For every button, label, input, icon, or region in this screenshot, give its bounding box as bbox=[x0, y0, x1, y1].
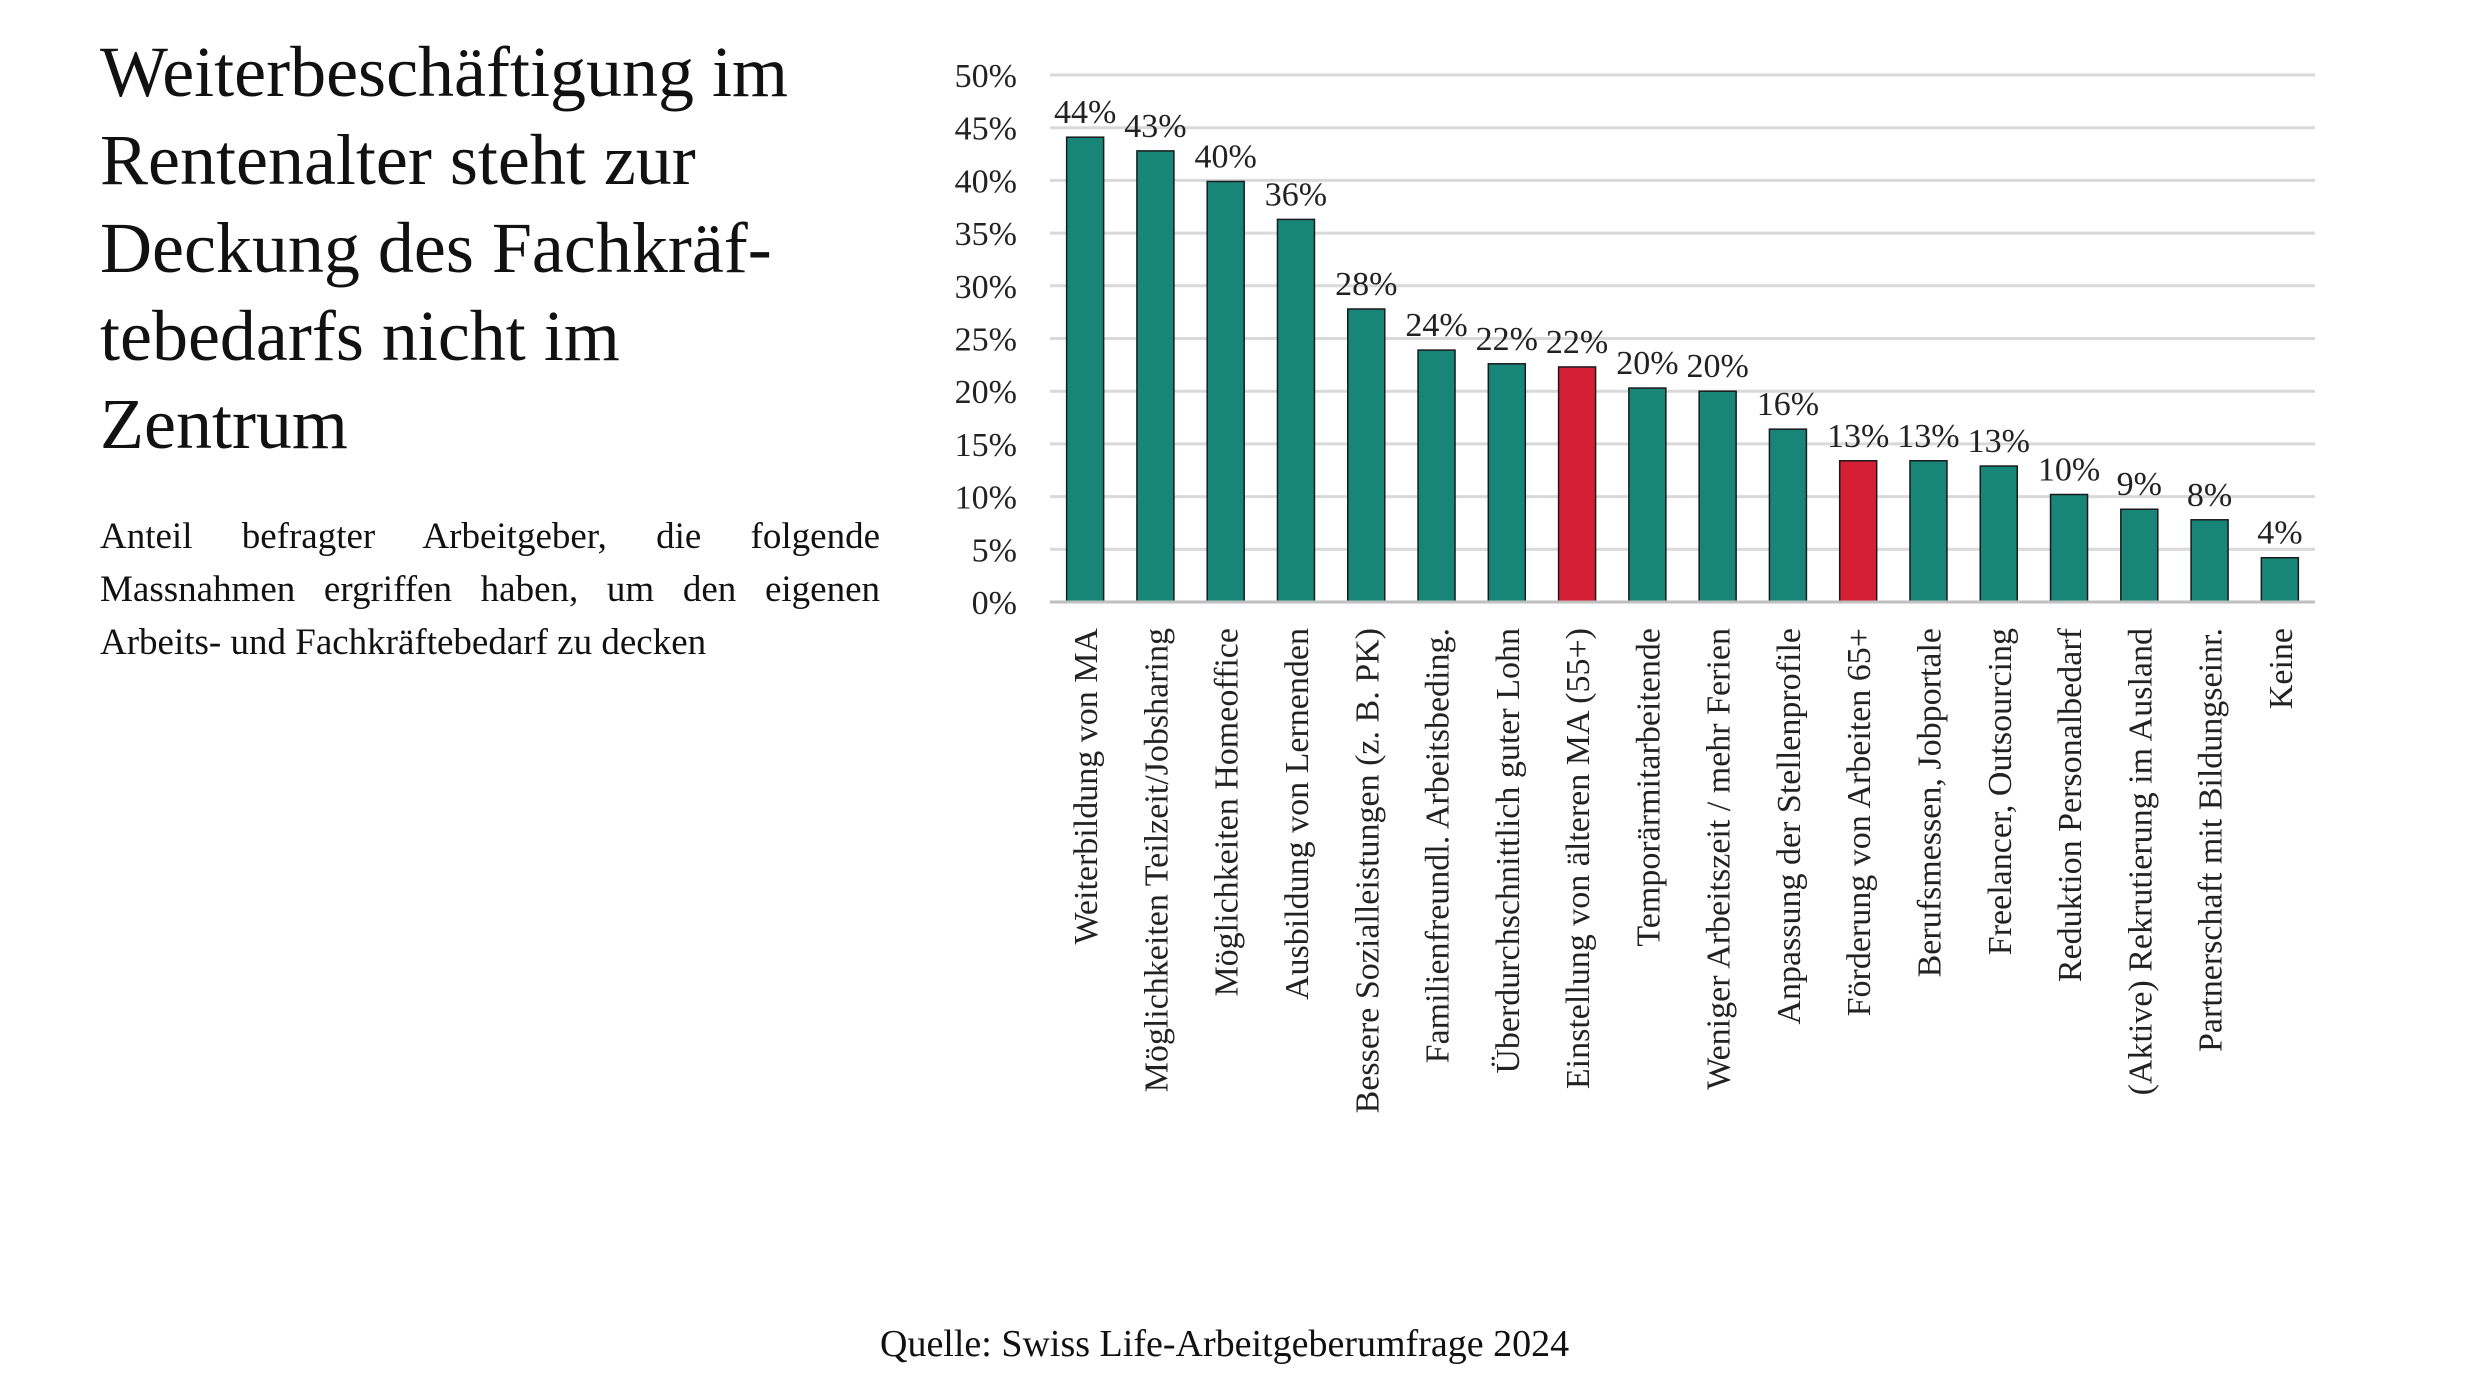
data-label: 22% bbox=[1476, 321, 1538, 358]
y-tick-label: 50% bbox=[955, 58, 1017, 95]
data-label: 8% bbox=[2187, 477, 2232, 514]
y-tick-label: 25% bbox=[955, 322, 1017, 359]
x-tick-label: Temporärmitarbeitende bbox=[1630, 628, 1667, 947]
title-line: Deckung des Fachkräf- bbox=[100, 208, 772, 288]
data-label: 10% bbox=[2038, 451, 2100, 488]
bar bbox=[1979, 465, 2018, 603]
y-tick-label: 20% bbox=[955, 374, 1017, 411]
x-tick-label: Partnerschaft mit Bildungseinr. bbox=[2193, 628, 2230, 1052]
data-label: 13% bbox=[1827, 418, 1889, 455]
data-label: 9% bbox=[2117, 466, 2162, 503]
bar bbox=[1768, 428, 1808, 603]
x-axis-ticks: Weiterbildung von MA Möglichkeiten Teilze… bbox=[1068, 627, 2300, 1113]
bar bbox=[2260, 556, 2300, 603]
title-line: Weiterbeschäftigung im bbox=[100, 32, 788, 112]
source-note: Quelle: Swiss Life-Arbeitgeberumfrage 20… bbox=[880, 1323, 1570, 1365]
x-tick-label: Möglichkeiten Teilzeit/Jobsharing bbox=[1138, 628, 1175, 1092]
x-tick-label: Weniger Arbeitszeit / mehr Ferien bbox=[1701, 628, 1738, 1090]
bar bbox=[1347, 308, 1386, 603]
bar bbox=[1557, 366, 1597, 603]
bar bbox=[1698, 390, 1737, 603]
y-axis-ticks: 0% 5% 10% 15% 20% 25% 30% 35% 40% 45% 50% bbox=[955, 58, 1017, 622]
bar bbox=[1276, 218, 1316, 603]
x-tick-label: Reduktion Personalbedarf bbox=[2052, 627, 2089, 982]
chart-subtitle: Anteil befragter Arbeitgeber, die folgen… bbox=[100, 516, 880, 663]
y-tick-label: 15% bbox=[955, 427, 1017, 464]
bar bbox=[1417, 349, 1456, 603]
y-tick-label: 35% bbox=[955, 216, 1017, 253]
bar bbox=[1206, 180, 1245, 603]
x-tick-label: Förderung von Arbeiten 65+ bbox=[1841, 628, 1878, 1016]
bar bbox=[1838, 460, 1878, 603]
x-tick-label: Weiterbildung von MA bbox=[1068, 628, 1105, 945]
x-tick-label: Freelancer, Outsourcing bbox=[1982, 628, 2019, 955]
data-label: 16% bbox=[1757, 386, 1819, 423]
x-tick-label: Anpassung der Stellenprofile bbox=[1771, 628, 1808, 1025]
x-tick-label: Ausbildung von Lernenden bbox=[1279, 628, 1316, 1000]
bar bbox=[1909, 460, 1948, 603]
x-tick-label: Keine bbox=[2263, 628, 2300, 709]
data-label: 44% bbox=[1054, 94, 1116, 131]
bar bbox=[2049, 493, 2089, 603]
title-line: Zentrum bbox=[100, 384, 348, 464]
bar bbox=[1136, 150, 1175, 603]
x-tick-label: Familienfreundl. Arbeitsbeding. bbox=[1420, 628, 1457, 1063]
y-tick-label: 45% bbox=[955, 111, 1017, 148]
x-tick-label: (Aktive) Rekrutierung im Ausland bbox=[2122, 628, 2159, 1095]
x-tick-label: Einstellung von älteren MA (55+) bbox=[1560, 628, 1597, 1089]
y-tick-label: 10% bbox=[955, 480, 1017, 517]
data-label: 20% bbox=[1616, 345, 1678, 382]
data-label: 22% bbox=[1546, 324, 1608, 361]
data-label: 43% bbox=[1124, 108, 1186, 145]
data-label: 40% bbox=[1195, 138, 1257, 175]
data-labels: 44% 43%40%36%28%24% 22% 22%20% 20%16%13% 13% 1… bbox=[1054, 94, 2303, 552]
data-label: 20% bbox=[1686, 348, 1748, 385]
y-tick-label: 30% bbox=[955, 269, 1017, 306]
data-label: 36% bbox=[1265, 176, 1327, 213]
data-label: 13% bbox=[1968, 423, 2030, 460]
gridlines bbox=[1050, 73, 2315, 551]
y-tick-label: 5% bbox=[972, 532, 1017, 569]
title-line: Rentenalter steht zur bbox=[100, 120, 696, 200]
y-tick-label: 0% bbox=[972, 585, 1017, 622]
bar bbox=[2190, 519, 2229, 603]
bar bbox=[2120, 508, 2159, 603]
bar bbox=[1628, 387, 1667, 603]
data-label: 4% bbox=[2257, 515, 2302, 552]
title-line: tebedarfs nicht im bbox=[100, 296, 620, 376]
data-label: 13% bbox=[1897, 418, 1959, 455]
data-label: 28% bbox=[1335, 266, 1397, 303]
chart-title: Weiterbeschäftigung im Rentenalter steht… bbox=[100, 28, 900, 468]
y-tick-label: 40% bbox=[955, 163, 1017, 200]
bar bbox=[1065, 136, 1105, 603]
x-tick-label: Bessere Sozialleistungen (z. B. PK) bbox=[1349, 628, 1386, 1113]
bars bbox=[1065, 136, 2300, 603]
bar bbox=[1487, 363, 1527, 603]
x-tick-label: Berufsmessen, Jobportale bbox=[1911, 628, 1948, 977]
x-tick-label: Überdurchschnittlich guter Lohn bbox=[1490, 628, 1527, 1074]
data-label: 24% bbox=[1405, 307, 1467, 344]
x-tick-label: Möglichkeiten Homeoffice bbox=[1209, 628, 1246, 997]
